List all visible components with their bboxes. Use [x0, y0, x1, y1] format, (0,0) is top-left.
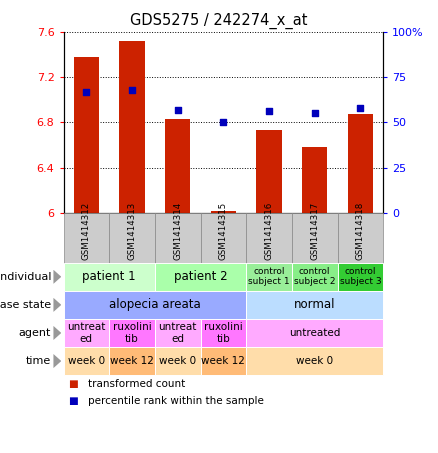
Text: ruxolini
tib: ruxolini tib [113, 322, 152, 344]
Text: patient 2: patient 2 [174, 270, 227, 283]
Text: GDS5275 / 242274_x_at: GDS5275 / 242274_x_at [130, 13, 308, 29]
Polygon shape [53, 298, 61, 312]
Bar [74, 57, 99, 213]
Text: control
subject 1: control subject 1 [248, 267, 290, 286]
Polygon shape [53, 270, 61, 284]
Bar [257, 130, 282, 213]
Text: week 12: week 12 [201, 356, 245, 366]
Text: untreated: untreated [289, 328, 340, 338]
Text: normal: normal [294, 299, 336, 311]
Text: control
subject 3: control subject 3 [339, 267, 381, 286]
Text: GSM1414312: GSM1414312 [82, 202, 91, 260]
Text: GSM1414315: GSM1414315 [219, 202, 228, 260]
Text: untreat
ed: untreat ed [159, 322, 197, 344]
Text: percentile rank within the sample: percentile rank within the sample [88, 396, 264, 406]
Point [265, 108, 272, 115]
Text: GSM1414318: GSM1414318 [356, 202, 365, 260]
Bar [165, 119, 190, 213]
Point [128, 86, 135, 93]
Text: transformed count: transformed count [88, 379, 185, 389]
Text: week 12: week 12 [110, 356, 154, 366]
Text: ruxolini
tib: ruxolini tib [204, 322, 243, 344]
Text: alopecia areata: alopecia areata [109, 299, 201, 311]
Text: untreat
ed: untreat ed [67, 322, 106, 344]
Text: week 0: week 0 [159, 356, 196, 366]
Text: time: time [26, 356, 51, 366]
Polygon shape [53, 354, 61, 368]
Text: GSM1414313: GSM1414313 [127, 202, 137, 260]
Point [83, 88, 90, 95]
Text: patient 1: patient 1 [82, 270, 136, 283]
Text: individual: individual [0, 272, 51, 282]
Text: GSM1414317: GSM1414317 [310, 202, 319, 260]
Bar [348, 114, 373, 213]
Polygon shape [53, 326, 61, 340]
Text: GSM1414314: GSM1414314 [173, 202, 182, 260]
Text: agent: agent [19, 328, 51, 338]
Text: week 0: week 0 [296, 356, 333, 366]
Text: disease state: disease state [0, 300, 51, 310]
Text: ■: ■ [68, 396, 78, 406]
Point [357, 104, 364, 111]
Point [174, 106, 181, 113]
Text: week 0: week 0 [68, 356, 105, 366]
Bar [211, 211, 236, 213]
Text: ■: ■ [68, 379, 78, 389]
Text: control
subject 2: control subject 2 [294, 267, 336, 286]
Point [311, 110, 318, 117]
Point [220, 119, 227, 126]
Bar [302, 147, 327, 213]
Text: GSM1414316: GSM1414316 [265, 202, 274, 260]
Bar [120, 41, 145, 213]
